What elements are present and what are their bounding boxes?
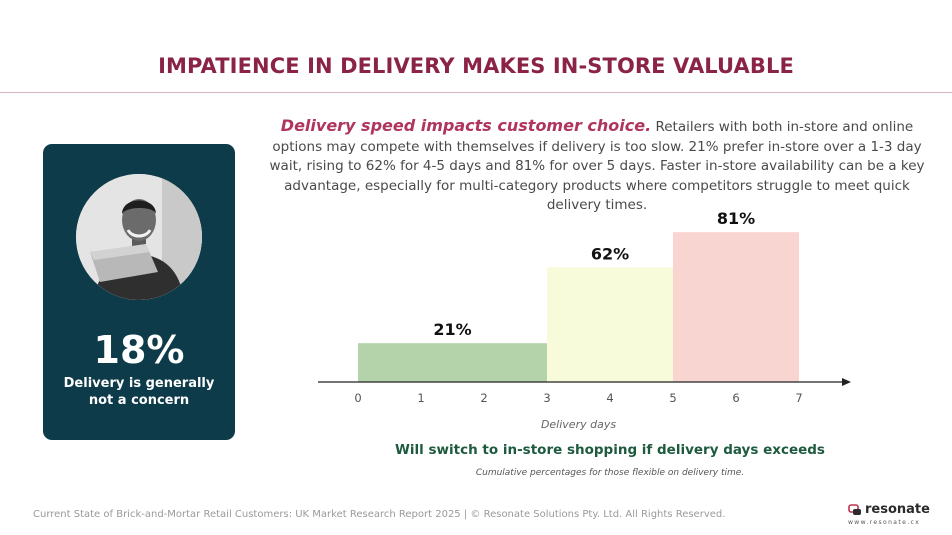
x-axis-arrow-icon bbox=[842, 378, 851, 386]
bar-label-2: 81% bbox=[717, 209, 755, 228]
bar-label-1: 62% bbox=[591, 244, 629, 263]
page-title: IMPATIENCE IN DELIVERY MAKES IN-STORE VA… bbox=[158, 54, 794, 78]
title-divider bbox=[0, 92, 952, 93]
x-tick-label-7: 7 bbox=[795, 391, 802, 405]
resonate-logo: resonate www.resonate.cx bbox=[848, 502, 938, 528]
bar-0 bbox=[358, 343, 547, 382]
logo-wordmark: resonate bbox=[865, 502, 930, 517]
intro-lead: Delivery speed impacts customer choice. bbox=[280, 116, 652, 135]
x-axis-title: Delivery days bbox=[541, 418, 616, 431]
delivery-person-photo bbox=[76, 174, 202, 300]
resonate-logo-icon bbox=[848, 504, 861, 515]
x-tick-label-3: 3 bbox=[543, 391, 550, 405]
x-tick-label-6: 6 bbox=[732, 391, 739, 405]
delivery-days-chart: 21% 62% 81% 0 1 2 3 4 5 6 7 Delivery days bbox=[318, 209, 851, 431]
x-tick-label-4: 4 bbox=[606, 391, 613, 405]
x-tick-label-2: 2 bbox=[480, 391, 487, 405]
stat-value: 18% bbox=[93, 328, 185, 372]
stat-label: Delivery is generally not a concern bbox=[63, 376, 215, 408]
stat-card: 18% Delivery is generally not a concern bbox=[43, 144, 235, 440]
x-tick-label-5: 5 bbox=[669, 391, 676, 405]
logo-url: www.resonate.cx bbox=[848, 519, 921, 526]
intro-body: Retailers with both in-store and online … bbox=[269, 119, 925, 213]
intro-paragraph: Delivery speed impacts customer choice. … bbox=[266, 116, 928, 216]
chart-note: Cumulative percentages for those flexibl… bbox=[475, 468, 745, 478]
bar-2 bbox=[673, 232, 799, 382]
chart-caption: Will switch to in-store shopping if deli… bbox=[395, 442, 825, 458]
bar-label-0: 21% bbox=[433, 320, 471, 339]
x-tick-label-0: 0 bbox=[354, 391, 361, 405]
x-tick-label-1: 1 bbox=[417, 391, 424, 405]
bar-1 bbox=[547, 267, 673, 382]
footer-copyright: Current State of Brick-and-Mortar Retail… bbox=[33, 509, 726, 520]
